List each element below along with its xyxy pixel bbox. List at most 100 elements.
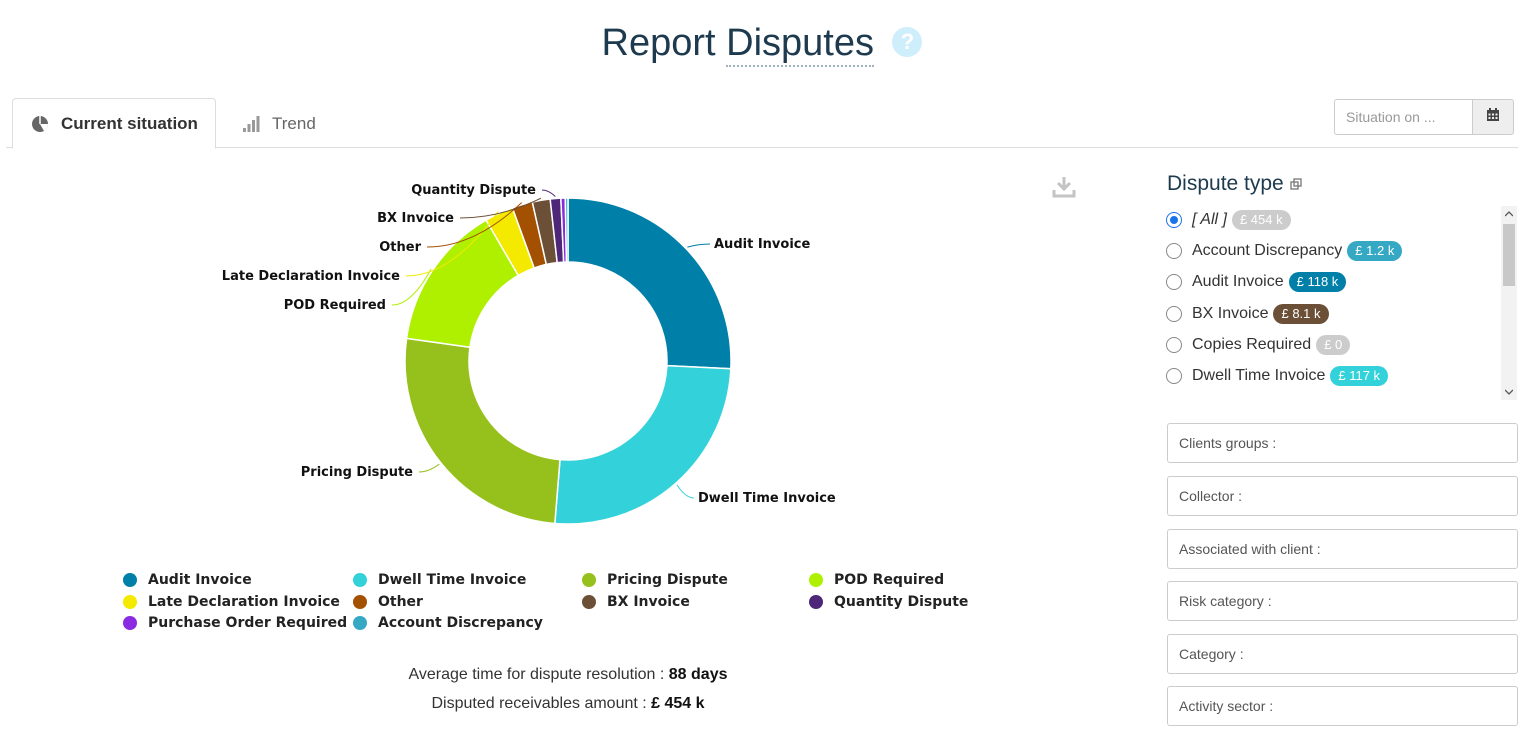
filter-field[interactable]: Collector : xyxy=(1167,476,1518,516)
disputes-donut-chart: Audit Invoice Dwell Time Invoice Pricing D… xyxy=(222,183,836,525)
slice-connector xyxy=(405,211,499,277)
page-title-selector[interactable]: Disputes xyxy=(726,22,874,67)
slice-label: Late Declaration Invoice xyxy=(222,269,400,284)
slice-connector xyxy=(391,268,432,306)
legend-label: Dwell Time Invoice xyxy=(378,572,527,588)
dispute-type-list: [ All ] £ 454 k Account Discrepancy £ 1.2 k… xyxy=(1164,206,1518,400)
scroll-down-icon[interactable] xyxy=(1501,384,1517,400)
legend-dot xyxy=(582,573,596,587)
legend-item[interactable]: Other xyxy=(353,594,423,610)
donut-slice[interactable] xyxy=(567,197,732,370)
dispute-type-option[interactable]: [ All ] £ 454 k xyxy=(1166,207,1291,233)
slice-label: BX Invoice xyxy=(377,211,454,226)
slice-connector xyxy=(541,189,556,197)
legend-item[interactable]: Purchase Order Required xyxy=(123,615,347,631)
external-link-icon[interactable] xyxy=(1290,178,1302,190)
dispute-type-title: Dispute type xyxy=(1167,172,1302,196)
amount-badge: £ 118 k xyxy=(1288,272,1347,293)
filter-field[interactable]: Associated with client : xyxy=(1167,529,1518,569)
legend-item[interactable]: Quantity Dispute xyxy=(809,594,968,610)
legend-item[interactable]: Audit Invoice xyxy=(123,572,252,588)
dispute-type-option[interactable]: Copies Required £ 0 xyxy=(1166,332,1351,358)
amount-badge: £ 117 k xyxy=(1330,366,1389,386)
dispute-stats: Average time for dispute resolution : 88… xyxy=(250,662,886,720)
legend-label: Late Declaration Invoice xyxy=(148,594,340,610)
radio-button[interactable] xyxy=(1166,212,1182,228)
tab-current-situation[interactable]: Current situation xyxy=(12,98,216,149)
filter-field[interactable]: Category : xyxy=(1167,634,1518,674)
filter-field[interactable]: Risk category : xyxy=(1167,581,1518,621)
legend-label: Other xyxy=(378,594,423,610)
dispute-type-label: Copies Required xyxy=(1192,335,1312,353)
legend-dot xyxy=(353,616,367,630)
page-header: Report Disputes ? xyxy=(0,22,1524,67)
dispute-type-label: Audit Invoice xyxy=(1192,273,1284,291)
legend-dot xyxy=(353,595,367,609)
legend-dot xyxy=(809,595,823,609)
dispute-type-option[interactable]: BX Invoice £ 8.1 k xyxy=(1166,301,1329,327)
legend-dot xyxy=(582,595,596,609)
dispute-type-option[interactable]: Audit Invoice £ 118 k xyxy=(1166,269,1347,295)
legend-dot xyxy=(353,573,367,587)
legend-label: Audit Invoice xyxy=(148,572,252,588)
situation-date-input[interactable] xyxy=(1334,99,1472,135)
pie-chart-icon xyxy=(31,115,49,133)
dispute-type-option[interactable]: Account Discrepancy £ 1.2 k xyxy=(1166,238,1403,264)
tab-trend[interactable]: Trend xyxy=(242,98,316,149)
donut-slice[interactable] xyxy=(554,364,732,525)
slice-label: Quantity Dispute xyxy=(411,183,536,198)
filter-field[interactable]: Clients groups : xyxy=(1167,423,1518,463)
download-button[interactable] xyxy=(1052,176,1076,203)
dispute-type-label: Dwell Time Invoice xyxy=(1192,367,1326,384)
legend-item[interactable]: Account Discrepancy xyxy=(353,615,543,631)
avg-resolution-time: Average time for dispute resolution : 88… xyxy=(408,666,728,683)
page-title-prefix: Report xyxy=(601,22,716,64)
legend-item[interactable]: POD Required xyxy=(809,572,944,588)
radio-button[interactable] xyxy=(1166,243,1182,260)
dispute-type-label: [ All ] xyxy=(1192,211,1227,228)
help-icon[interactable]: ? xyxy=(892,27,923,57)
radio-button[interactable] xyxy=(1166,305,1182,322)
calendar-button[interactable] xyxy=(1472,99,1514,135)
dispute-type-scrollbar[interactable] xyxy=(1501,206,1517,400)
disputed-amount: Disputed receivables amount : £ 454 k xyxy=(431,695,705,712)
legend-label: POD Required xyxy=(834,572,945,588)
legend-item[interactable]: Dwell Time Invoice xyxy=(353,572,526,588)
scrollbar-thumb[interactable] xyxy=(1503,224,1515,286)
legend-label: Pricing Dispute xyxy=(607,572,728,588)
dispute-type-option[interactable]: Dwell Time Invoice £ 117 k xyxy=(1166,363,1389,389)
dispute-type-label: BX Invoice xyxy=(1192,304,1269,322)
situation-date-picker xyxy=(1334,99,1514,135)
radio-button[interactable] xyxy=(1166,274,1182,291)
legend-dot xyxy=(123,573,137,587)
donut-slice[interactable] xyxy=(564,197,569,263)
slice-connector xyxy=(426,202,523,248)
radio-button[interactable] xyxy=(1166,368,1182,384)
slice-connector xyxy=(418,463,440,473)
slice-label: Other xyxy=(379,240,421,255)
slice-connector xyxy=(676,484,695,499)
filter-field[interactable]: Activity sector : xyxy=(1167,686,1518,726)
legend-label: Purchase Order Required xyxy=(148,615,348,631)
bar-chart-icon xyxy=(242,115,260,133)
slice-label: Audit Invoice xyxy=(714,237,810,252)
radio-button[interactable] xyxy=(1166,336,1182,353)
view-tabs: Current situation Trend xyxy=(6,98,1518,149)
page-title: Report Disputes xyxy=(601,22,874,67)
download-icon xyxy=(1052,177,1076,202)
donut-slice[interactable] xyxy=(404,337,561,525)
scroll-up-icon[interactable] xyxy=(1501,206,1517,222)
slice-connector xyxy=(687,243,711,248)
legend-item[interactable]: BX Invoice xyxy=(582,594,690,610)
tab-label: Current situation xyxy=(61,113,198,133)
calendar-icon xyxy=(1486,107,1500,127)
legend-dot xyxy=(809,573,823,587)
legend-label: Quantity Dispute xyxy=(834,594,969,610)
dispute-type-label: Account Discrepancy xyxy=(1192,242,1343,260)
amount-badge: £ 0 xyxy=(1316,334,1351,355)
slice-connector xyxy=(459,197,542,219)
slice-label: Pricing Dispute xyxy=(301,465,413,480)
legend-item[interactable]: Late Declaration Invoice xyxy=(123,594,340,610)
legend-dot xyxy=(123,595,137,609)
legend-item[interactable]: Pricing Dispute xyxy=(582,572,728,588)
